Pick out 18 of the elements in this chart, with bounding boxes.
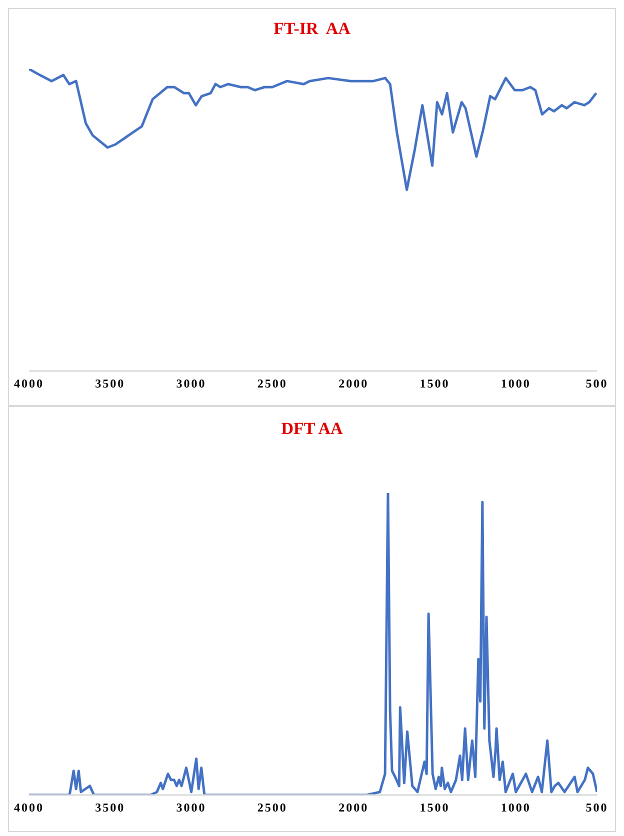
x-tick-label: 2500	[257, 376, 288, 391]
x-tick-label: 1000	[500, 376, 531, 391]
x-tick-label: 4000	[14, 376, 44, 391]
x-tick-label: 2000	[338, 376, 369, 391]
x-tick-label: 1500	[420, 800, 450, 815]
x-tick-label: 1500	[420, 376, 450, 391]
x-tick-label: 4000	[14, 800, 44, 815]
x-tick-label: 3000	[176, 376, 206, 391]
chart-title: DFT AA	[280, 419, 344, 439]
x-tick-label: 2500	[257, 800, 288, 815]
x-tick-label: 500	[586, 800, 608, 815]
x-tick-label: 3500	[95, 376, 126, 391]
x-tick-label: 1000	[500, 800, 531, 815]
x-tick-label: 3000	[176, 800, 206, 815]
x-tick-label: 500	[586, 376, 608, 391]
x-tick-label: 2000	[338, 800, 369, 815]
chart-title: FT-IR AA	[272, 19, 352, 39]
x-tick-label: 3500	[95, 800, 126, 815]
